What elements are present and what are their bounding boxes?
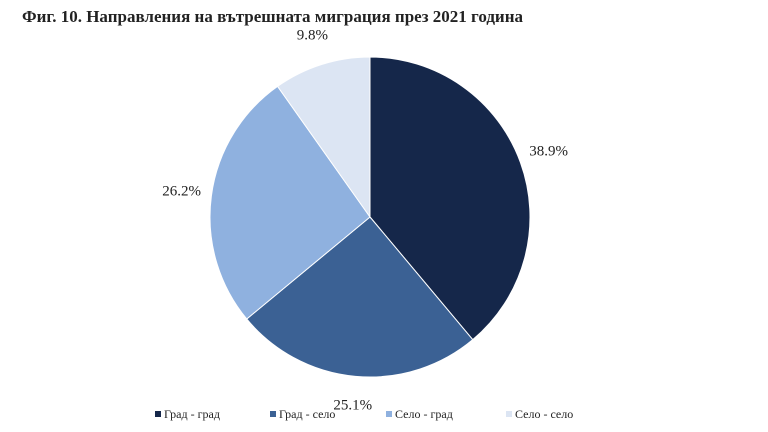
data-label: 26.2% [162,183,201,199]
data-label: 25.1% [333,398,372,414]
legend-swatch [506,411,512,417]
data-label: 38.9% [529,144,568,160]
legend-label: Село - град [395,407,453,421]
legend-swatch [270,411,276,417]
legend-swatch [155,411,161,417]
chart-title: Фиг. 10. Направления на вътрешната мигра… [22,7,524,26]
legend-swatch [386,411,392,417]
pie-slice [209,85,371,320]
pie-slice [276,56,371,219]
pie-slice [246,216,474,378]
legend-label: Село - село [515,407,573,421]
pie-slice [369,56,531,341]
data-label: 9.8% [297,27,328,43]
legend-label: Град - град [164,407,220,421]
legend-label: Град - село [279,407,335,421]
